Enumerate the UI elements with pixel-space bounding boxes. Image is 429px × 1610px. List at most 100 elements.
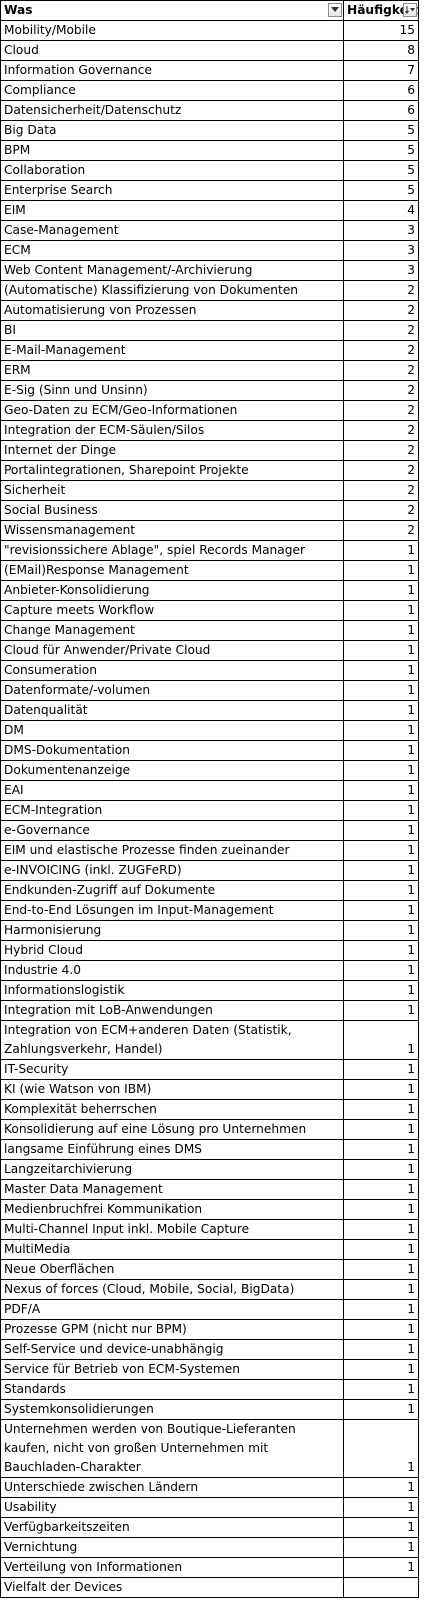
cell-was[interactable]: Integration von ECM+anderen Daten (Stati… xyxy=(0,1020,344,1060)
cell-was[interactable]: Datenformate/-volumen xyxy=(0,680,344,701)
cell-haeufigkeit[interactable]: 1 xyxy=(343,820,419,841)
cell-haeufigkeit[interactable]: 1 xyxy=(343,1079,419,1100)
cell-was[interactable]: "revisionssichere Ablage", spiel Records… xyxy=(0,540,344,561)
cell-was[interactable]: EIM xyxy=(0,200,344,221)
cell-haeufigkeit[interactable]: 1 xyxy=(343,540,419,561)
cell-haeufigkeit[interactable]: 2 xyxy=(343,460,419,481)
cell-haeufigkeit[interactable]: 1 xyxy=(343,720,419,741)
cell-was[interactable]: ERM xyxy=(0,360,344,381)
cell-haeufigkeit[interactable]: 1 xyxy=(343,1159,419,1180)
cell-was[interactable]: Dokumentenanzeige xyxy=(0,760,344,781)
cell-haeufigkeit[interactable]: 1 xyxy=(343,960,419,981)
cell-was[interactable]: Vernichtung xyxy=(0,1537,344,1558)
cell-was[interactable]: ECM-Integration xyxy=(0,800,344,821)
cell-was[interactable]: Hybrid Cloud xyxy=(0,940,344,961)
cell-haeufigkeit[interactable]: 4 xyxy=(343,200,419,221)
cell-was[interactable]: (Automatische) Klassifizierung von Dokum… xyxy=(0,280,344,301)
cell-was[interactable]: Sicherheit xyxy=(0,480,344,501)
cell-was[interactable]: Big Data xyxy=(0,120,344,141)
cell-haeufigkeit[interactable]: 1 xyxy=(343,1419,419,1478)
cell-haeufigkeit[interactable]: 1 xyxy=(343,1557,419,1578)
cell-haeufigkeit[interactable]: 1 xyxy=(343,1279,419,1300)
cell-haeufigkeit[interactable]: 5 xyxy=(343,160,419,181)
cell-was[interactable]: Information Governance xyxy=(0,60,344,81)
cell-haeufigkeit[interactable]: 1 xyxy=(343,600,419,621)
cell-haeufigkeit[interactable]: 1 xyxy=(343,1219,419,1240)
cell-was[interactable]: BI xyxy=(0,320,344,341)
cell-was[interactable]: Verteilung von Informationen xyxy=(0,1557,344,1578)
cell-was[interactable]: Automatisierung von Prozessen xyxy=(0,300,344,321)
cell-was[interactable]: MultiMedia xyxy=(0,1239,344,1260)
cell-was[interactable]: EAI xyxy=(0,780,344,801)
cell-haeufigkeit[interactable]: 7 xyxy=(343,60,419,81)
cell-was[interactable]: Datensicherheit/Datenschutz xyxy=(0,100,344,121)
cell-haeufigkeit[interactable]: 1 xyxy=(343,740,419,761)
cell-was[interactable]: Self-Service und device-unabhängig xyxy=(0,1339,344,1360)
cell-haeufigkeit[interactable]: 1 xyxy=(343,640,419,661)
cell-haeufigkeit[interactable]: 1 xyxy=(343,1497,419,1518)
cell-haeufigkeit[interactable]: 2 xyxy=(343,300,419,321)
cell-haeufigkeit[interactable]: 1 xyxy=(343,680,419,701)
cell-was[interactable]: Industrie 4.0 xyxy=(0,960,344,981)
cell-haeufigkeit[interactable]: 1 xyxy=(343,980,419,1001)
cell-was[interactable]: Web Content Management/-Archivierung xyxy=(0,260,344,281)
cell-was[interactable]: Case-Management xyxy=(0,220,344,241)
cell-was[interactable]: E-Sig (Sinn und Unsinn) xyxy=(0,380,344,401)
cell-was[interactable]: Master Data Management xyxy=(0,1179,344,1200)
cell-was[interactable]: Integration der ECM-Säulen/Silos xyxy=(0,420,344,441)
cell-was[interactable]: Cloud für Anwender/Private Cloud xyxy=(0,640,344,661)
cell-was[interactable]: Nexus of forces (Cloud, Mobile, Social, … xyxy=(0,1279,344,1300)
cell-haeufigkeit[interactable]: 2 xyxy=(343,440,419,461)
cell-haeufigkeit[interactable]: 1 xyxy=(343,1379,419,1400)
cell-was[interactable]: Service für Betrieb von ECM-Systemen xyxy=(0,1359,344,1380)
cell-was[interactable]: E-Mail-Management xyxy=(0,340,344,361)
cell-was[interactable]: PDF/A xyxy=(0,1299,344,1320)
cell-was[interactable]: Mobility/Mobile xyxy=(0,20,344,41)
cell-haeufigkeit[interactable]: 1 xyxy=(343,1359,419,1380)
cell-haeufigkeit[interactable]: 3 xyxy=(343,260,419,281)
cell-was[interactable]: ECM xyxy=(0,240,344,261)
cell-haeufigkeit[interactable] xyxy=(343,1577,419,1598)
column-header-was[interactable]: Was xyxy=(0,0,344,21)
cell-was[interactable]: DMS-Dokumentation xyxy=(0,740,344,761)
cell-haeufigkeit[interactable]: 1 xyxy=(343,780,419,801)
cell-haeufigkeit[interactable]: 5 xyxy=(343,120,419,141)
cell-haeufigkeit[interactable]: 1 xyxy=(343,560,419,581)
cell-was[interactable]: Unternehmen werden von Boutique-Lieferan… xyxy=(0,1419,344,1478)
cell-haeufigkeit[interactable]: 1 xyxy=(343,1537,419,1558)
cell-haeufigkeit[interactable]: 2 xyxy=(343,340,419,361)
cell-haeufigkeit[interactable]: 1 xyxy=(343,1259,419,1280)
cell-was[interactable]: Internet der Dinge xyxy=(0,440,344,461)
cell-was[interactable]: Consumeration xyxy=(0,660,344,681)
cell-was[interactable]: Enterprise Search xyxy=(0,180,344,201)
cell-haeufigkeit[interactable]: 1 xyxy=(343,1477,419,1498)
cell-was[interactable]: Compliance xyxy=(0,80,344,101)
cell-was[interactable]: EIM und elastische Prozesse finden zuein… xyxy=(0,840,344,861)
cell-was[interactable]: Anbieter-Konsolidierung xyxy=(0,580,344,601)
cell-was[interactable]: Informationslogistik xyxy=(0,980,344,1001)
cell-haeufigkeit[interactable]: 1 xyxy=(343,1239,419,1260)
cell-haeufigkeit[interactable]: 1 xyxy=(343,1020,419,1060)
cell-was[interactable]: Komplexität beherrschen xyxy=(0,1099,344,1120)
cell-haeufigkeit[interactable]: 8 xyxy=(343,40,419,61)
cell-haeufigkeit[interactable]: 2 xyxy=(343,360,419,381)
cell-was[interactable]: Capture meets Workflow xyxy=(0,600,344,621)
cell-was[interactable]: Wissensmanagement xyxy=(0,520,344,541)
cell-haeufigkeit[interactable]: 5 xyxy=(343,140,419,161)
cell-was[interactable]: Datenqualität xyxy=(0,700,344,721)
cell-was[interactable]: e-INVOICING (inkl. ZUGFeRD) xyxy=(0,860,344,881)
cell-haeufigkeit[interactable]: 1 xyxy=(343,1139,419,1160)
cell-was[interactable]: (EMail)Response Management xyxy=(0,560,344,581)
cell-haeufigkeit[interactable]: 2 xyxy=(343,320,419,341)
cell-haeufigkeit[interactable]: 2 xyxy=(343,380,419,401)
cell-was[interactable]: IT-Security xyxy=(0,1059,344,1080)
filter-dropdown-icon[interactable] xyxy=(328,3,342,17)
cell-haeufigkeit[interactable]: 1 xyxy=(343,1199,419,1220)
cell-was[interactable]: Standards xyxy=(0,1379,344,1400)
cell-haeufigkeit[interactable]: 1 xyxy=(343,1179,419,1200)
cell-haeufigkeit[interactable]: 2 xyxy=(343,400,419,421)
cell-haeufigkeit[interactable]: 2 xyxy=(343,500,419,521)
cell-haeufigkeit[interactable]: 1 xyxy=(343,1000,419,1021)
cell-was[interactable]: Langzeitarchivierung xyxy=(0,1159,344,1180)
cell-haeufigkeit[interactable]: 5 xyxy=(343,180,419,201)
